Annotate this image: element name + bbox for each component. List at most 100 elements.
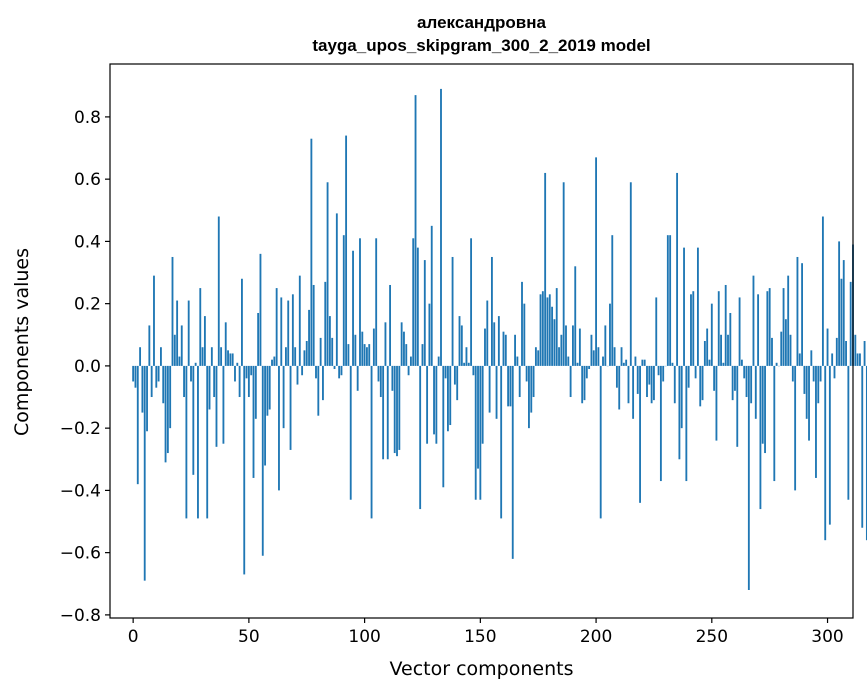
bar — [514, 334, 516, 366]
bar — [447, 365, 449, 432]
bar — [303, 350, 306, 366]
y-tick-label: 0.8 — [74, 108, 101, 128]
bar — [727, 334, 729, 366]
bar — [632, 365, 635, 419]
bar — [567, 356, 570, 366]
bar — [166, 365, 169, 454]
bar — [370, 365, 373, 519]
bar — [322, 365, 324, 401]
bar — [717, 291, 720, 366]
y-tick-label: −0.2 — [60, 419, 101, 439]
bar — [569, 365, 572, 398]
bar — [597, 347, 600, 366]
bar — [148, 325, 151, 366]
bar — [488, 365, 491, 413]
bar — [372, 328, 375, 366]
bar — [134, 365, 137, 388]
bar — [268, 365, 271, 410]
bar — [588, 365, 591, 370]
bar — [553, 319, 556, 366]
bar — [301, 365, 304, 376]
bar — [398, 365, 401, 450]
bar — [773, 365, 776, 482]
y-axis-label: Components values — [11, 247, 33, 437]
bar — [484, 328, 486, 366]
bar — [319, 337, 322, 366]
bar — [706, 328, 709, 366]
bar — [354, 334, 357, 366]
bar — [659, 365, 662, 482]
bar — [734, 365, 736, 391]
bar — [511, 365, 514, 559]
bar — [490, 256, 493, 366]
y-axis: −0.8 −0.6 −0.4 −0.2 0.0 0.2 0.4 0.6 0.8 — [60, 108, 110, 626]
bar — [250, 365, 253, 376]
bar — [261, 365, 264, 556]
bar — [516, 356, 519, 366]
bar — [275, 288, 278, 366]
bar — [164, 365, 167, 463]
bar — [150, 365, 153, 398]
bar — [400, 322, 403, 366]
bar — [766, 291, 769, 366]
bar — [437, 356, 440, 366]
bar — [335, 213, 338, 366]
bar — [801, 263, 803, 366]
bar — [845, 341, 847, 366]
bar — [847, 365, 850, 500]
bar — [764, 365, 766, 454]
bar — [296, 365, 299, 385]
bar — [865, 365, 867, 541]
bar — [798, 353, 801, 366]
bar — [245, 365, 248, 379]
bar — [724, 284, 727, 366]
bar — [444, 365, 447, 379]
y-tick-label: 0.6 — [74, 170, 101, 190]
bar — [315, 365, 317, 379]
bar — [528, 365, 530, 429]
bar — [539, 294, 542, 366]
bar — [234, 365, 236, 382]
bar — [627, 365, 630, 404]
bar — [363, 344, 366, 366]
y-tick-label: 0.2 — [74, 295, 101, 315]
bar — [634, 356, 637, 366]
bar — [419, 365, 422, 510]
bar — [326, 182, 329, 366]
bar — [613, 347, 616, 366]
bar — [143, 365, 146, 581]
bar — [368, 344, 371, 366]
bar — [618, 365, 621, 410]
bar — [502, 331, 505, 366]
bar — [803, 365, 806, 394]
bar — [259, 253, 262, 366]
bar — [495, 365, 498, 419]
bar — [342, 235, 345, 366]
bar — [442, 365, 445, 488]
bar — [453, 365, 456, 385]
bar — [555, 288, 558, 366]
bar — [456, 365, 459, 401]
bar — [585, 365, 588, 379]
x-axis-label: Vector components — [389, 658, 574, 680]
bar — [379, 365, 382, 398]
bar — [146, 365, 148, 432]
bar — [465, 347, 468, 366]
bar — [252, 365, 255, 478]
bar — [386, 365, 389, 460]
bar — [231, 353, 234, 366]
bar — [382, 365, 385, 460]
bar — [680, 365, 683, 429]
x-tick-label: 300 — [811, 627, 843, 647]
bar — [546, 297, 549, 366]
bar — [389, 284, 391, 366]
bar — [470, 238, 473, 366]
bar — [653, 365, 655, 401]
bar — [136, 365, 139, 485]
bar — [648, 365, 651, 385]
bar — [229, 353, 232, 366]
bar — [641, 359, 644, 366]
bar — [771, 337, 773, 366]
bar — [139, 347, 142, 366]
